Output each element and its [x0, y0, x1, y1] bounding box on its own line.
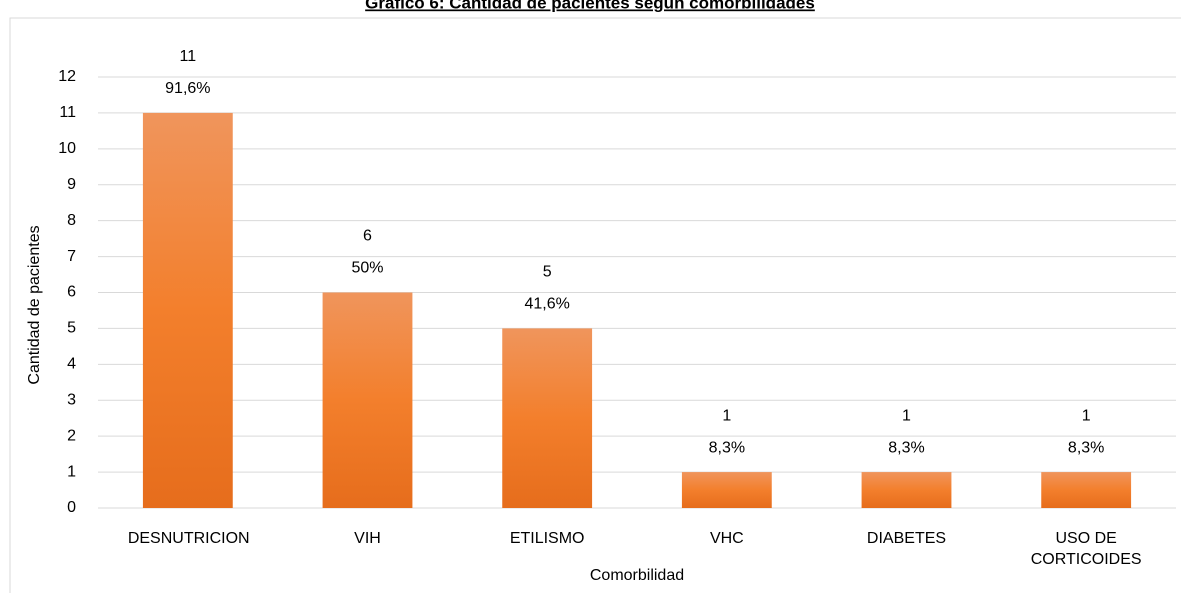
y-tick-label: 11 — [59, 104, 76, 121]
bar — [1041, 472, 1132, 508]
bar — [502, 328, 593, 508]
y-axis-title: Cantidad de pacientes — [26, 225, 43, 384]
x-tick-label: ETILISMO — [509, 530, 585, 547]
percent-label: 8,3% — [709, 439, 745, 456]
percent-label: 91,6% — [165, 80, 210, 97]
percent-label: 8,3% — [888, 439, 924, 456]
y-tick-label: 12 — [58, 68, 76, 85]
y-tick-label: 5 — [67, 320, 76, 337]
chart-border — [9, 17, 1181, 593]
y-tick-label: 3 — [67, 391, 76, 408]
bar — [861, 472, 952, 508]
data-label: 11 — [180, 48, 197, 65]
x-tick-label: DIABETES — [866, 530, 947, 547]
bar — [681, 472, 772, 508]
y-tick-label: 10 — [58, 140, 76, 157]
percent-label: 8,3% — [1068, 439, 1104, 456]
chart-title: Gráfico 6: Cantidad de pacientes según c… — [365, 0, 815, 12]
percent-label: 41,6% — [524, 296, 569, 313]
y-tick-label: 0 — [67, 499, 76, 516]
y-tick-label: 4 — [67, 356, 76, 373]
y-tick-label: 8 — [67, 212, 76, 229]
data-label: 1 — [722, 407, 731, 424]
data-label: 1 — [1082, 407, 1091, 424]
data-label: 6 — [363, 228, 372, 245]
data-label: 1 — [902, 407, 911, 424]
bar — [322, 292, 413, 508]
y-tick-label: 6 — [67, 284, 76, 301]
x-tick-label: VIH — [354, 530, 381, 547]
x-axis-title: Comorbilidad — [590, 567, 684, 584]
x-tick-label: USO DE CORTICOIDES — [1030, 530, 1142, 568]
bar — [142, 112, 233, 509]
data-label: 5 — [543, 264, 552, 281]
y-tick-label: 1 — [67, 463, 76, 480]
y-tick-label: 9 — [67, 176, 76, 193]
percent-label: 50% — [351, 260, 383, 277]
x-tick-label: DESNUTRICION — [127, 530, 250, 547]
x-tick-label: VHC — [709, 530, 744, 547]
y-tick-label: 7 — [67, 248, 76, 265]
y-tick-label: 2 — [67, 427, 76, 444]
